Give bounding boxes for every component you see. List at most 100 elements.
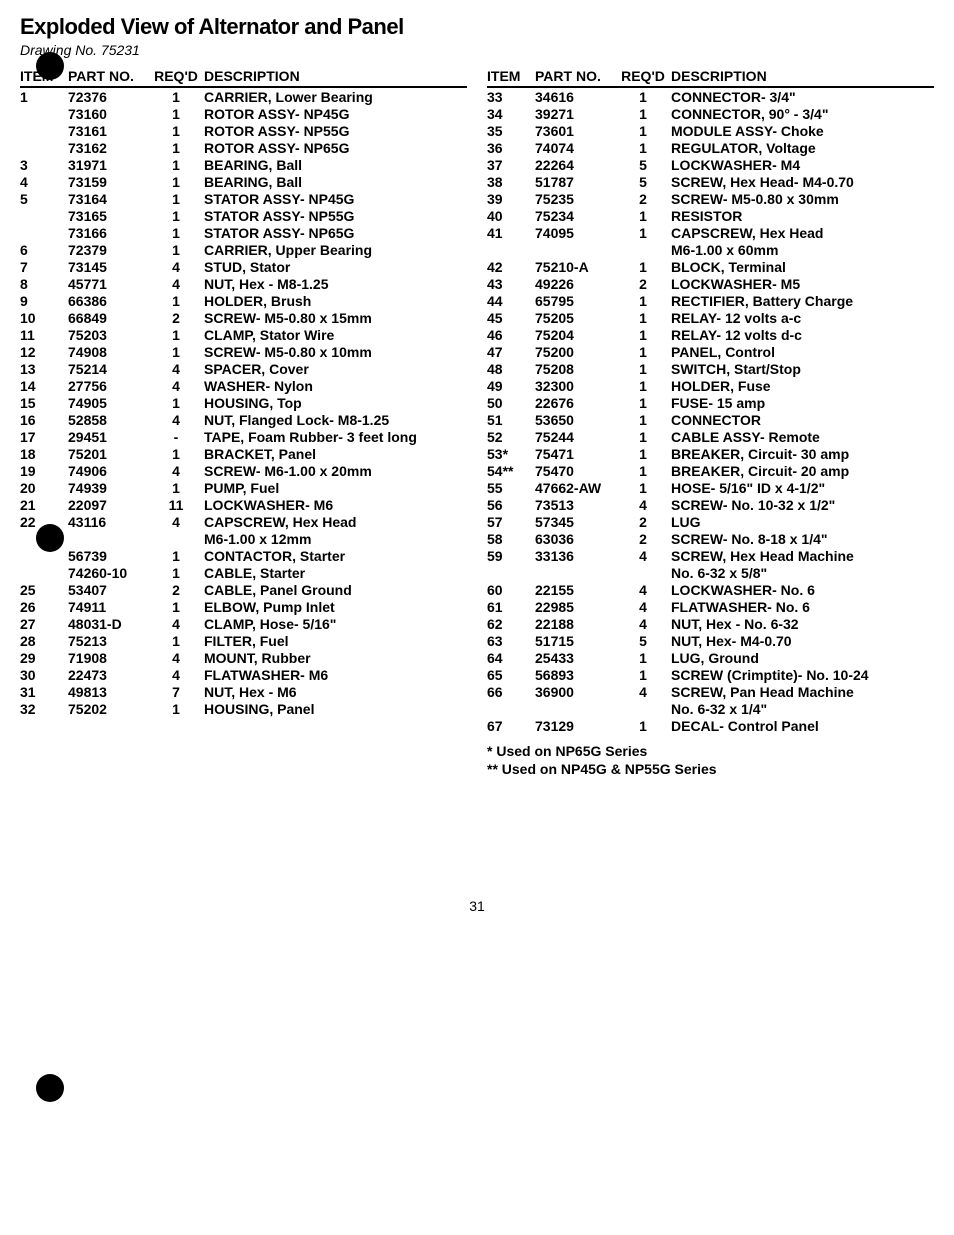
table-row: 25534072CABLE, Panel Ground — [20, 581, 467, 598]
cell-part: 73165 — [68, 207, 154, 224]
cell-req: 2 — [621, 190, 671, 207]
cell-desc: CABLE, Panel Ground — [204, 581, 467, 598]
cell-desc: SCREW- No. 10-32 x 1/2" — [671, 496, 934, 513]
cell-item — [20, 564, 68, 581]
table-row: 38517875SCREW, Hex Head- M4-0.70 — [487, 173, 934, 190]
table-row: 43492262LOCKWASHER- M5 — [487, 275, 934, 292]
cell-part: 52858 — [68, 411, 154, 428]
cell-part: 56739 — [68, 547, 154, 564]
cell-req: 4 — [154, 513, 204, 530]
table-row: 64254331LUG, Ground — [487, 649, 934, 666]
cell-item — [20, 139, 68, 156]
table-row: 56735134SCREW- No. 10-32 x 1/2" — [487, 496, 934, 513]
cell-req: 1 — [621, 377, 671, 394]
cell-desc: HOLDER, Brush — [204, 292, 467, 309]
cell-desc: CABLE ASSY- Remote — [671, 428, 934, 445]
cell-req: 1 — [621, 462, 671, 479]
cell-part: 56893 — [535, 666, 621, 683]
cell-part: 51715 — [535, 632, 621, 649]
cell-item: 62 — [487, 615, 535, 632]
cell-part — [535, 700, 621, 717]
cell-item — [20, 122, 68, 139]
cell-item: 55 — [487, 479, 535, 496]
cell-req: 4 — [154, 615, 204, 632]
table-row: 7731454STUD, Stator — [20, 258, 467, 275]
cell-item: 41 — [487, 224, 535, 241]
cell-part: 53407 — [68, 581, 154, 598]
cell-desc: No. 6-32 x 1/4" — [671, 700, 934, 717]
cell-part: 73160 — [68, 105, 154, 122]
cell-part: 34616 — [535, 87, 621, 105]
cell-part: 75470 — [535, 462, 621, 479]
cell-desc: SWITCH, Start/Stop — [671, 360, 934, 377]
cell-part: 66386 — [68, 292, 154, 309]
cell-desc: CONNECTOR — [671, 411, 934, 428]
cell-part: 31971 — [68, 156, 154, 173]
cell-item: 21 — [20, 496, 68, 513]
cell-desc: TAPE, Foam Rubber- 3 feet long — [204, 428, 467, 445]
cell-desc: STUD, Stator — [204, 258, 467, 275]
table-row: 37222645LOCKWASHER- M4 — [487, 156, 934, 173]
cell-item: 38 — [487, 173, 535, 190]
cell-part: 73159 — [68, 173, 154, 190]
cell-part: 66849 — [68, 309, 154, 326]
table-row: 36740741REGULATOR, Voltage — [487, 139, 934, 156]
cell-req: 2 — [621, 513, 671, 530]
table-row: 48752081SWITCH, Start/Stop — [487, 360, 934, 377]
cell-req: 1 — [621, 428, 671, 445]
cell-part: 73161 — [68, 122, 154, 139]
cell-part: 48031-D — [68, 615, 154, 632]
cell-req: 4 — [154, 360, 204, 377]
cell-item: 56 — [487, 496, 535, 513]
table-row: 731611ROTOR ASSY- NP55G — [20, 122, 467, 139]
cell-desc: NUT, Hex - M8-1.25 — [204, 275, 467, 292]
cell-item — [20, 105, 68, 122]
table-row: 31498137NUT, Hex - M6 — [20, 683, 467, 700]
cell-part: 32300 — [535, 377, 621, 394]
cell-part: 65795 — [535, 292, 621, 309]
cell-part: 73145 — [68, 258, 154, 275]
cell-item: 7 — [20, 258, 68, 275]
cell-req: 1 — [621, 292, 671, 309]
cell-desc: ROTOR ASSY- NP45G — [204, 105, 467, 122]
cell-item — [20, 207, 68, 224]
cell-desc: LOCKWASHER- M5 — [671, 275, 934, 292]
table-row: 32752021HOUSING, Panel — [20, 700, 467, 717]
cell-desc: LOCKWASHER- No. 6 — [671, 581, 934, 598]
table-row: 60221554LOCKWASHER- No. 6 — [487, 581, 934, 598]
cell-item: 4 — [20, 173, 68, 190]
cell-item: 67 — [487, 717, 535, 734]
cell-item: 26 — [20, 598, 68, 615]
table-row: 22431164CAPSCREW, Hex Head — [20, 513, 467, 530]
cell-item: 18 — [20, 445, 68, 462]
table-row: 52752441CABLE ASSY- Remote — [487, 428, 934, 445]
bullet-marker-2 — [36, 524, 64, 552]
cell-req: 1 — [154, 122, 204, 139]
table-row: 50226761FUSE- 15 amp — [487, 394, 934, 411]
cell-part: 75213 — [68, 632, 154, 649]
cell-desc: CONNECTOR, 90° - 3/4" — [671, 105, 934, 122]
cell-req: 1 — [621, 394, 671, 411]
page-number: 31 — [20, 898, 934, 914]
table-row: 4731591BEARING, Ball — [20, 173, 467, 190]
table-row: 18752011BRACKET, Panel — [20, 445, 467, 462]
cell-req: 1 — [154, 326, 204, 343]
table-row: No. 6-32 x 5/8" — [487, 564, 934, 581]
cell-desc: FLATWASHER- M6 — [204, 666, 467, 683]
table-row: 45752051RELAY- 12 volts a-c — [487, 309, 934, 326]
footnote-1: * Used on NP65G Series — [487, 742, 934, 760]
table-row: 39752352SCREW- M5-0.80 x 30mm — [487, 190, 934, 207]
cell-req: 1 — [621, 87, 671, 105]
cell-req: 4 — [621, 615, 671, 632]
parts-table-right: ITEM PART NO. REQ'D DESCRIPTION 33346161… — [487, 66, 934, 734]
cell-desc: CLAMP, Hose- 5/16" — [204, 615, 467, 632]
cell-req: 4 — [621, 496, 671, 513]
table-row: M6-1.00 x 12mm — [20, 530, 467, 547]
cell-part: 39271 — [535, 105, 621, 122]
table-row: 3319711BEARING, Ball — [20, 156, 467, 173]
cell-req: 1 — [154, 224, 204, 241]
cell-item: 57 — [487, 513, 535, 530]
cell-req: 1 — [154, 479, 204, 496]
cell-desc: BREAKER, Circuit- 20 amp — [671, 462, 934, 479]
table-row: 41740951CAPSCREW, Hex Head — [487, 224, 934, 241]
